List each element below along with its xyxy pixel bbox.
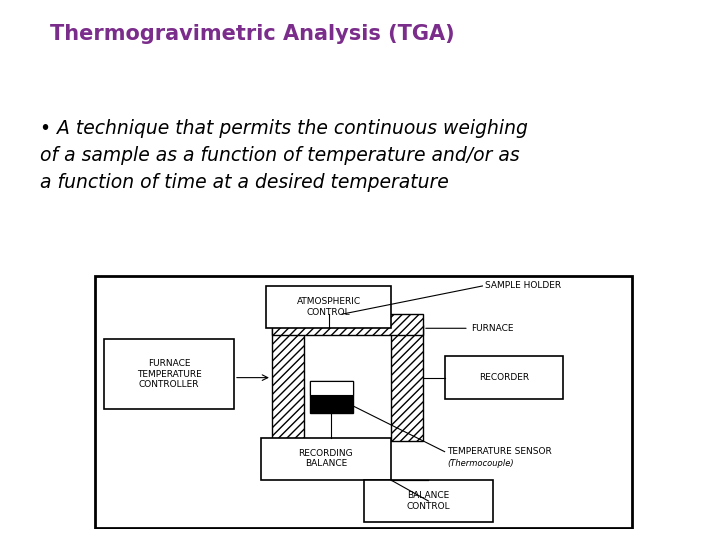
Text: (Thermocouple): (Thermocouple) [447,460,514,469]
Bar [310,381,353,395]
Text: • A technique that permits the continuous weighing
of a sample as a function of : • A technique that permits the continuou… [40,119,528,192]
Text: SAMPLE HOLDER: SAMPLE HOLDER [485,281,561,291]
Text: RECORDING
BALANCE: RECORDING BALANCE [299,449,353,468]
Text: ATMOSPHERIC
CONTROL: ATMOSPHERIC CONTROL [297,298,361,317]
Text: BALANCE
CONTROL: BALANCE CONTROL [407,491,450,511]
Text: Thermogravimetric Analysis (TGA): Thermogravimetric Analysis (TGA) [50,24,455,44]
Bar [391,325,423,441]
Bar [445,356,564,399]
Text: FURNACE: FURNACE [426,324,514,333]
Text: TEMPERATURE SENSOR: TEMPERATURE SENSOR [447,447,552,456]
Bar [272,314,423,335]
Bar [364,480,493,522]
Text: FURNACE
TEMPERATURE
CONTROLLER: FURNACE TEMPERATURE CONTROLLER [137,359,202,389]
Bar [104,339,234,409]
Bar [272,325,305,441]
Text: RECORDER: RECORDER [479,373,529,382]
Bar [310,381,353,413]
Bar [261,437,391,480]
Bar [266,286,391,328]
